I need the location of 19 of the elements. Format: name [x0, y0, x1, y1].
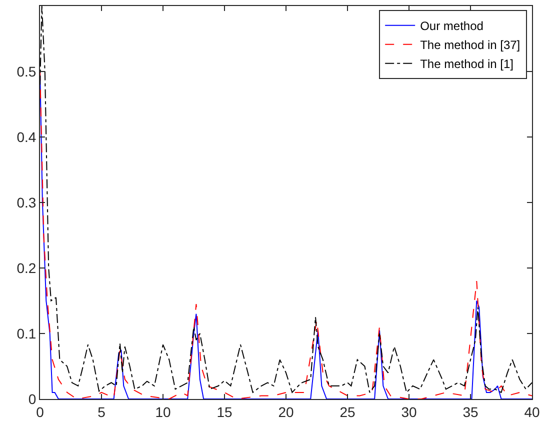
- y-tick-label: 0.1: [16, 325, 36, 342]
- y-tick-label: 0.2: [16, 260, 36, 276]
- x-tick-label: 35: [462, 404, 478, 420]
- x-tick-label: 25: [340, 404, 356, 420]
- y-tick-label: 0.4: [16, 128, 36, 145]
- y-tick-label: 0: [28, 390, 36, 407]
- x-tick-label: 15: [216, 404, 232, 420]
- line-series: [40, 71, 532, 399]
- legend-label: The method in [37]: [420, 38, 520, 52]
- legend-label: Our method: [420, 19, 484, 34]
- line-series: [40, 6, 532, 393]
- x-tick-label: 30: [401, 404, 417, 420]
- x-tick-label: 40: [524, 404, 540, 420]
- x-tick-label: 5: [98, 404, 106, 420]
- x-tick-label: 20: [278, 404, 294, 420]
- x-tick-label: 10: [155, 404, 171, 420]
- y-tick-label: 0.3: [16, 194, 36, 210]
- legend-label: The method in [1]: [420, 57, 514, 72]
- y-tick-label: 0.5: [16, 63, 36, 80]
